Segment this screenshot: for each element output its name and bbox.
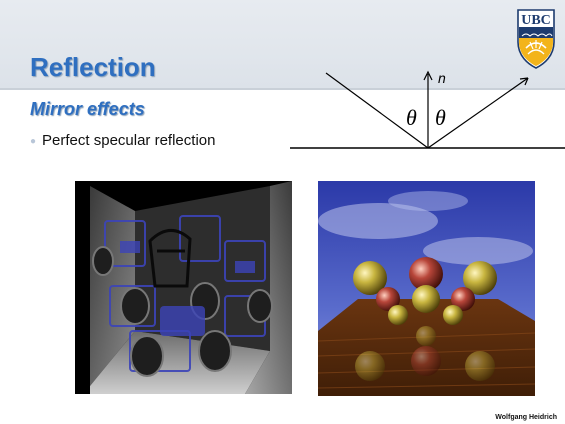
slide-title: Reflection — [30, 52, 156, 82]
normal-arrowhead — [423, 70, 433, 81]
angle-label-left: θ — [406, 105, 417, 130]
reflection-diagram: n θ θ — [290, 70, 565, 149]
slide-subtitle: Mirror effects — [30, 99, 145, 119]
bullet-item: ● Perfect specular reflection — [30, 132, 215, 149]
header-divider — [0, 88, 565, 90]
incident-ray — [325, 72, 429, 149]
reflective-spheres-image — [318, 181, 535, 396]
author-credit: Wolfgang Heidrich — [495, 414, 557, 421]
logo-text: UBC — [521, 13, 551, 28]
normal-label: n — [438, 70, 446, 86]
bullet-text: Perfect specular reflection — [42, 132, 216, 149]
bullet-icon: ● — [30, 135, 37, 147]
ubc-logo: UBC — [517, 9, 555, 69]
reflected-ray — [427, 77, 529, 149]
header-band — [0, 0, 565, 88]
reflected-ray-arrowhead — [519, 77, 529, 86]
mirror-room-image — [75, 181, 292, 394]
angle-label-right: θ — [435, 105, 446, 130]
